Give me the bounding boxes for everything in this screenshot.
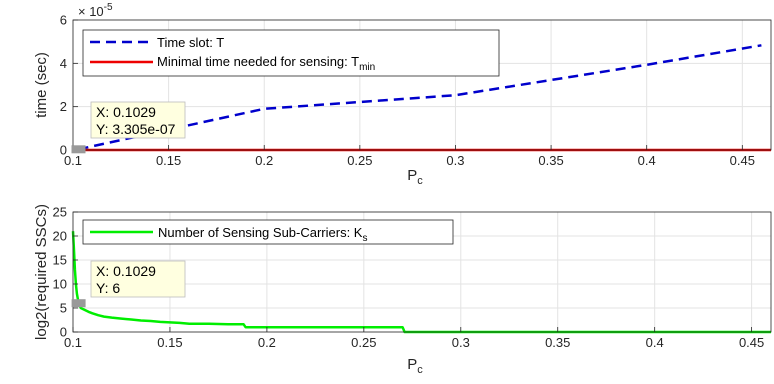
x-tick-label: 0.35 — [538, 153, 563, 168]
x-tick-label: 0.25 — [347, 153, 372, 168]
top-plot-border — [72, 19, 772, 151]
top-x-axis-label: Pc — [407, 167, 423, 187]
top-legend-box — [82, 29, 500, 77]
x-tick-label: 0.15 — [156, 153, 181, 168]
y-tick-label: 25 — [53, 205, 67, 220]
x-tick-label: 0.2 — [255, 153, 273, 168]
top-datatip-y: Y: 3.305e-07 — [96, 121, 176, 137]
y-tick-label: 0 — [60, 325, 67, 340]
top-legend: Time slot: T Minimal time needed for sen… — [82, 29, 500, 77]
y-tick-label: 5 — [60, 301, 67, 316]
legend-label-time-slot: Time slot: T — [157, 35, 224, 50]
bottom-y-axis-label: log2(required SSCs) — [33, 204, 50, 340]
x-tick-label: 0.45 — [730, 153, 755, 168]
bottom-legend: Number of Sensing Sub-Carriers: Ks — [82, 219, 454, 245]
y-tick-label: 4 — [60, 56, 67, 71]
bottom-y-ticks: 0 5 10 15 20 25 — [53, 205, 78, 340]
top-datatip-box — [90, 101, 186, 139]
bottom-datatip[interactable]: X: 0.1029 Y: 6 — [71, 260, 186, 308]
x-tick-label: 0.3 — [452, 335, 470, 350]
x-tick-label: 0.45 — [739, 335, 764, 350]
legend-label-sensing-subcarriers: Number of Sensing Sub-Carriers: Ks — [158, 225, 367, 244]
bottom-plot-border — [72, 211, 772, 333]
legend-label-minimal-time: Minimal time needed for sensing: Tmin — [157, 54, 375, 73]
x-tick-label: 0.25 — [351, 335, 376, 350]
x-tick-label: 0.4 — [646, 335, 664, 350]
top-plot-panel: 0.1 0.15 0.2 0.25 0.3 0.35 0.4 0.45 0 2 4 6 × 10-5… — [33, 2, 772, 187]
top-datatip-x: X: 0.1029 — [96, 104, 156, 120]
y-tick-label: 10 — [53, 277, 67, 292]
y-tick-label: 0 — [60, 143, 67, 158]
bottom-x-ticks: 0.1 0.15 0.2 0.25 0.3 0.35 0.4 0.45 — [64, 327, 764, 350]
bottom-datatip-marker — [71, 299, 86, 308]
top-x-ticks: 0.1 0.15 0.2 0.25 0.3 0.35 0.4 0.45 — [64, 145, 755, 168]
top-datatip-marker — [71, 145, 86, 154]
x-tick-label: 0.1 — [64, 153, 82, 168]
x-tick-label: 0.3 — [446, 153, 464, 168]
x-tick-label: 0.35 — [545, 335, 570, 350]
series-line-1 — [78, 44, 762, 151]
x-tick-label: 0.15 — [157, 335, 182, 350]
y-tick-label: 6 — [60, 13, 67, 28]
top-datatip[interactable]: X: 0.1029 Y: 3.305e-07 — [71, 101, 186, 154]
bottom-x-axis-label: Pc — [407, 356, 423, 376]
x-tick-label: 0.4 — [638, 153, 656, 168]
bottom-datatip-y: Y: 6 — [96, 280, 120, 296]
y-tick-label: 15 — [53, 253, 67, 268]
bottom-datatip-x: X: 0.1029 — [96, 263, 156, 279]
bottom-datatip-box — [90, 260, 186, 298]
top-y-axis-label: time (sec) — [33, 52, 50, 118]
bottom-plot-panel: 0.1 0.15 0.2 0.25 0.3 0.35 0.4 0.45 0510152025 … — [33, 204, 772, 376]
y-tick-label: 20 — [53, 229, 67, 244]
y-tick-label: 2 — [60, 99, 67, 114]
x-tick-label: 0.2 — [258, 335, 276, 350]
x-tick-label: 0.1 — [64, 335, 82, 350]
top-y-exponent: × 10-5 — [78, 2, 113, 19]
